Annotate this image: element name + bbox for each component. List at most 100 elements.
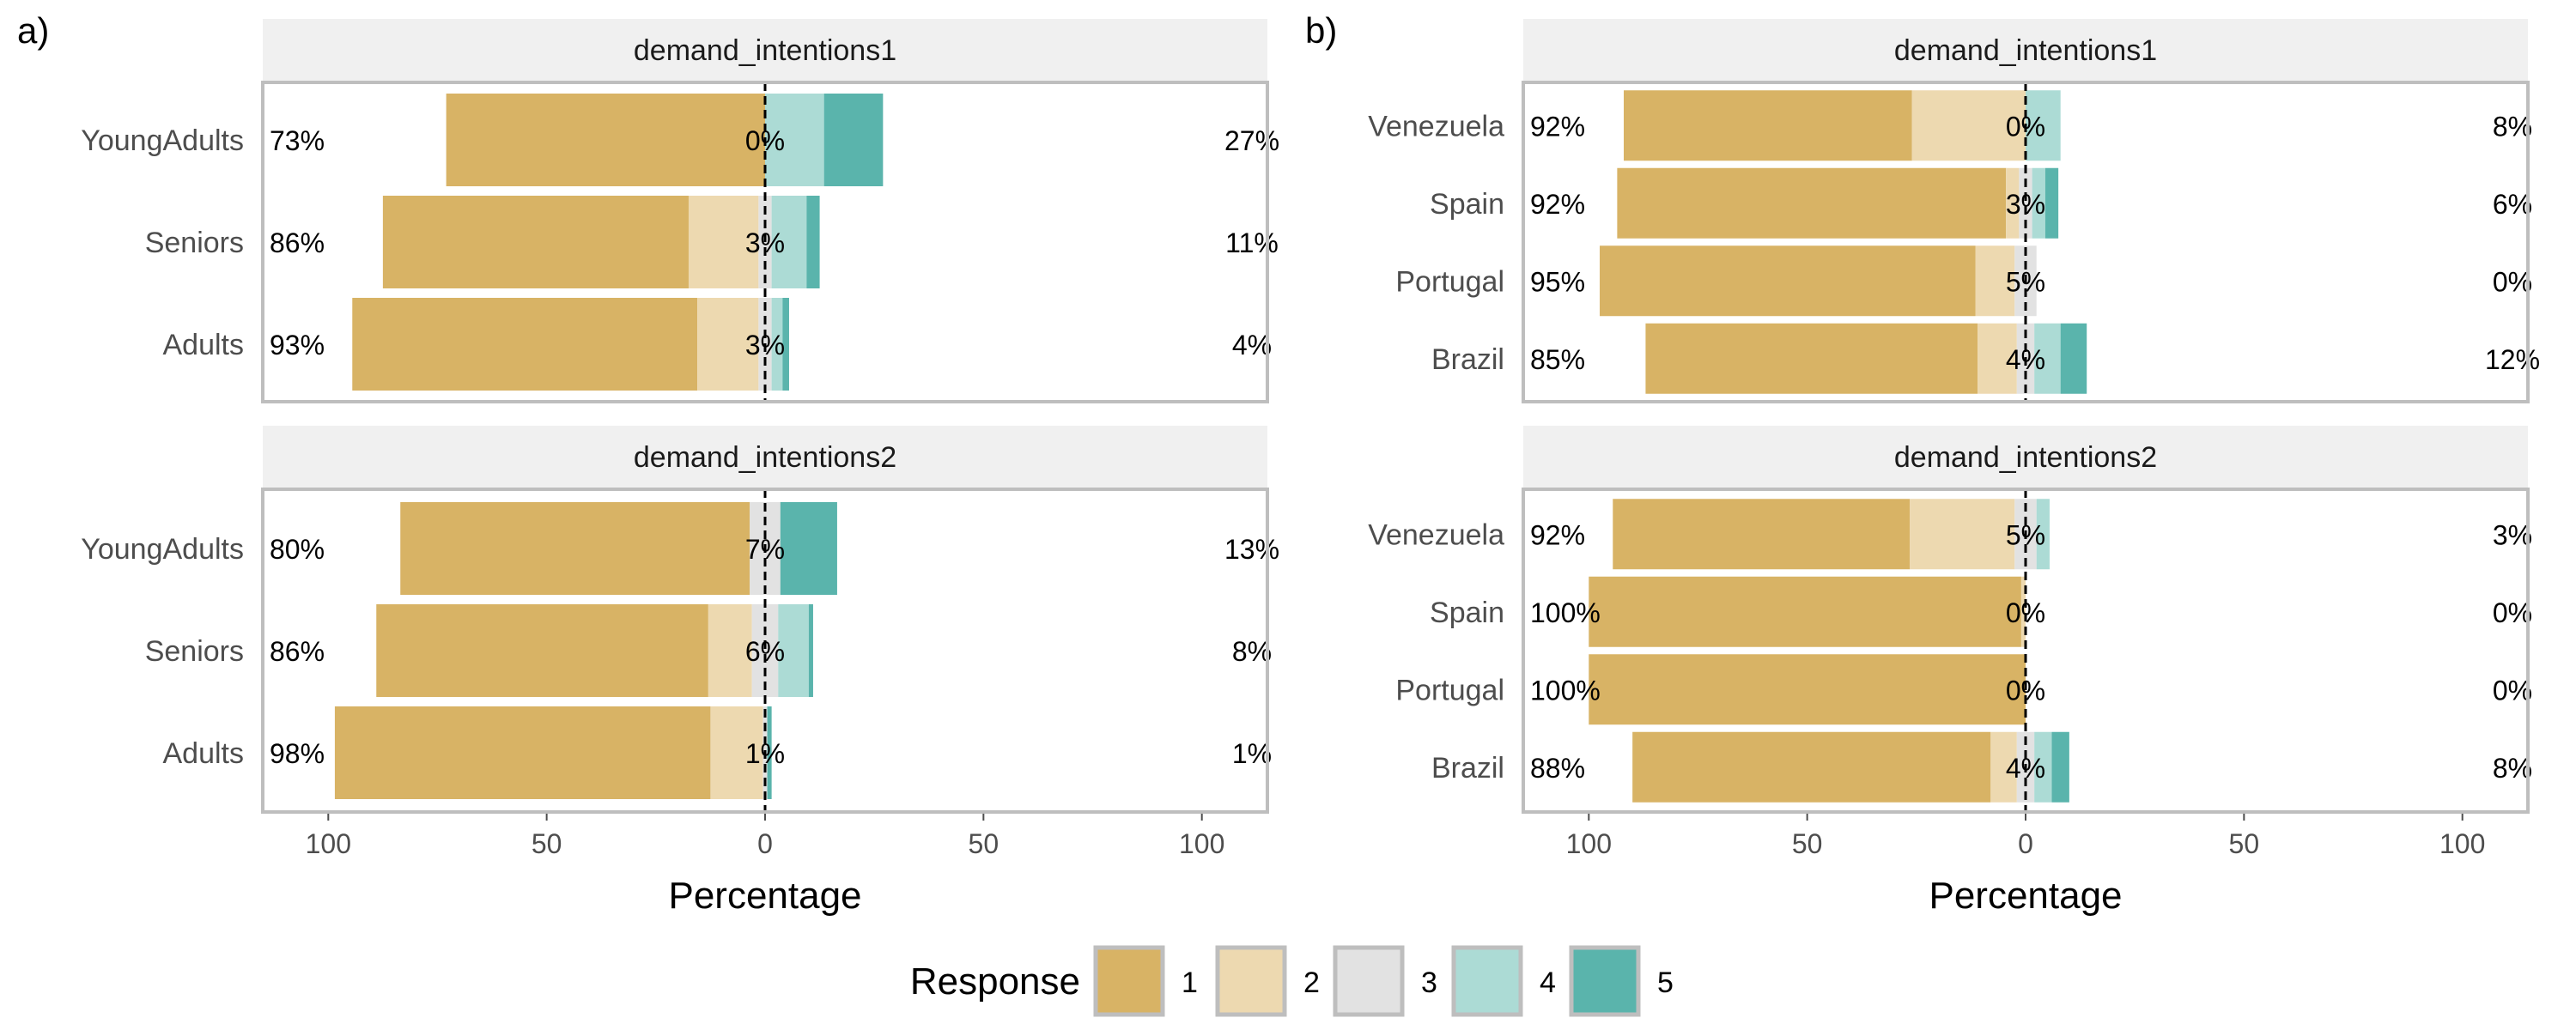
bar-segment-response-4 (778, 604, 809, 697)
bar-segment-response-1 (1589, 654, 2026, 725)
bar-segment-response-5 (767, 706, 772, 799)
low-percent-label: 95% (1530, 266, 1585, 297)
low-percent-label: 98% (270, 738, 325, 769)
row-category-label: Spain (1430, 188, 1504, 221)
low-percent-label: 86% (270, 227, 325, 258)
bar-segment-response-1 (1589, 576, 2021, 647)
bar-segment-response-3 (2019, 167, 2032, 239)
bar-segment-response-1 (334, 706, 711, 799)
row-category-label: Adults (163, 737, 245, 770)
high-percent-label: 6% (2493, 189, 2532, 220)
row-category-label: Portugal (1395, 265, 1504, 298)
bar-segment-response-5 (2051, 731, 2069, 803)
bar-segment-response-2 (688, 196, 759, 288)
low-percent-label: 73% (270, 125, 325, 156)
bar-segment-response-1 (1624, 90, 1912, 161)
bar-segment-response-2 (2006, 167, 2020, 239)
row-category-label: Spain (1430, 597, 1504, 629)
bar-segment-response-5 (782, 298, 789, 391)
high-percent-label: 0% (2493, 597, 2532, 628)
bar-segment-response-2 (708, 604, 752, 697)
bar-segment-response-1 (382, 196, 689, 288)
facet-strip-label: demand_intentions1 (634, 34, 896, 67)
high-percent-label: 3% (2493, 519, 2532, 550)
bar-segment-response-4 (2026, 90, 2061, 161)
bar-segment-response-1 (1613, 499, 1911, 570)
low-percent-label: 93% (270, 330, 325, 360)
bar-segment-response-4 (2034, 323, 2061, 394)
legend-key-response-5 (1569, 945, 1641, 1017)
high-percent-label: 1% (1232, 738, 1272, 769)
low-percent-label: 92% (1530, 189, 1585, 220)
bar-segment-response-1 (352, 298, 698, 391)
bar-segment-response-2 (2020, 576, 2026, 647)
bar-segment-response-1 (1600, 245, 1976, 317)
x-axis-tick-label: 50 (532, 828, 562, 859)
legend-title: Response (910, 960, 1080, 1003)
row-category-label: Seniors (145, 635, 244, 668)
bar-segment-response-4 (771, 196, 807, 288)
bar-segment-response-4 (2034, 731, 2052, 803)
row-category-label: Seniors (145, 227, 244, 259)
x-axis-tick-label: 0 (757, 828, 773, 859)
bar-segment-response-5 (780, 502, 837, 595)
bar-segment-response-5 (806, 196, 820, 288)
high-percent-label: 8% (2493, 753, 2532, 784)
low-percent-label: 100% (1530, 597, 1601, 628)
low-percent-label: 88% (1530, 753, 1585, 784)
bar-segment-response-1 (1617, 167, 2007, 239)
bar-segment-response-1 (400, 502, 750, 595)
bar-segment-response-4 (765, 94, 824, 186)
bar-segment-response-2 (1911, 90, 2026, 161)
high-percent-label: 11% (1225, 227, 1279, 258)
facet-panel-border (1522, 488, 2530, 814)
row-category-label: Brazil (1431, 752, 1504, 785)
bar-segment-response-5 (2060, 323, 2087, 394)
low-percent-label: 80% (270, 534, 325, 565)
low-percent-label: 85% (1530, 344, 1585, 375)
row-category-label: Venezuela (1368, 110, 1504, 142)
bar-segment-response-1 (446, 94, 765, 186)
bar-segment-response-5 (2044, 167, 2059, 239)
x-axis-tick-label: 100 (2439, 828, 2485, 859)
high-percent-label: 0% (2493, 266, 2532, 297)
facet-strip (1523, 426, 2528, 488)
x-axis-title: Percentage (668, 875, 861, 917)
x-axis-tick-label: 0 (2018, 828, 2033, 859)
legend-label: 3 (1421, 966, 1437, 999)
row-category-label: YoungAdults (81, 124, 244, 157)
facet-strip-label: demand_intentions2 (1894, 441, 2157, 474)
bar-segment-response-5 (808, 604, 813, 697)
legend-label: 2 (1303, 966, 1320, 999)
row-category-label: Brazil (1431, 343, 1504, 376)
low-percent-label: 92% (1530, 111, 1585, 142)
legend-key-response-4 (1451, 945, 1523, 1017)
facet-strip (1523, 19, 2528, 81)
legend-label: 4 (1540, 966, 1556, 999)
bar-segment-response-5 (823, 94, 884, 186)
bar-segment-response-2 (1975, 245, 2015, 317)
bar-segment-response-4 (2036, 499, 2050, 570)
legend-label: 1 (1182, 966, 1198, 999)
facet-strip (263, 19, 1267, 81)
row-category-label: Venezuela (1368, 518, 1504, 551)
high-percent-label: 27% (1224, 125, 1279, 156)
legend-key-response-2 (1215, 945, 1287, 1017)
high-percent-label: 12% (2485, 344, 2540, 375)
x-axis-tick-label: 50 (1792, 828, 1823, 859)
bar-segment-response-2 (1910, 499, 2015, 570)
row-category-label: Adults (163, 329, 245, 361)
facet-strip-label: demand_intentions1 (1894, 34, 2157, 67)
legend-key-response-1 (1093, 945, 1165, 1017)
bar-segment-response-2 (710, 706, 763, 799)
bar-segment-response-2 (1990, 731, 2017, 803)
low-percent-label: 86% (270, 636, 325, 667)
high-percent-label: 8% (1232, 636, 1272, 667)
bar-segment-response-2 (697, 298, 759, 391)
facet-panel-border (261, 488, 1269, 814)
high-percent-label: 4% (1232, 330, 1272, 360)
bar-segment-response-4 (2032, 167, 2045, 239)
x-axis-tick-label: 50 (969, 828, 999, 859)
facet-panel-border (261, 81, 1269, 403)
